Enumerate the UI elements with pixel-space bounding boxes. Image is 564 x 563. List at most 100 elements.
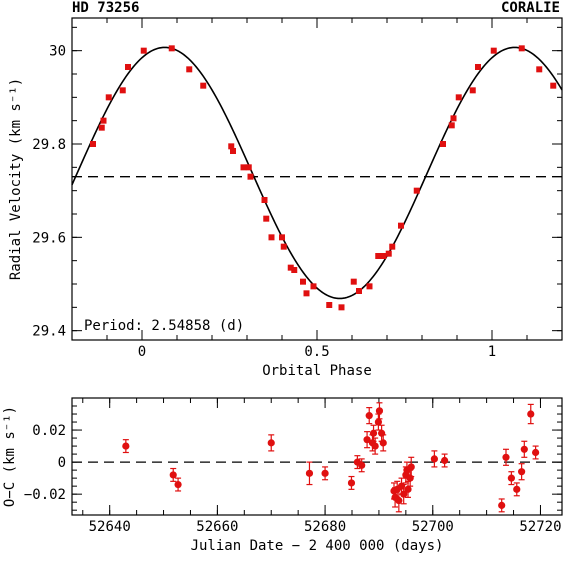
residual-data-point	[406, 474, 414, 482]
y-tick-label: 29.8	[32, 137, 66, 153]
y-tick-label: 0.02	[32, 423, 66, 439]
rv-data-point	[291, 267, 298, 273]
rv-data-point	[536, 66, 543, 73]
rv-data-point	[385, 250, 392, 257]
rv-data-point	[303, 290, 310, 297]
rv-data-point	[300, 278, 306, 285]
rv-data-point	[125, 64, 131, 70]
rv-data-point	[366, 283, 373, 290]
rv-data-point	[287, 264, 294, 271]
x-tick-label: 52660	[196, 519, 238, 535]
residuals-panel: 52640 52660 52680 52700 52720 −0.02 0 0.02 Julia…	[2, 397, 563, 554]
x-axis-label: Julian Date − 2 400 000 (days)	[191, 538, 444, 554]
y-tick-label: 29.4	[32, 324, 66, 340]
y-tick-label: 29.6	[32, 230, 66, 246]
residual-data-point	[520, 445, 528, 453]
orbit-model-curve	[71, 46, 563, 300]
rv-data-point	[168, 45, 175, 52]
residual-data-point	[267, 439, 275, 447]
plot-frame	[71, 397, 563, 516]
x-axis-label: Orbital Phase	[262, 363, 372, 379]
residual-data-point	[407, 463, 415, 471]
residual-data-point	[502, 453, 510, 461]
residual-data-point	[513, 485, 521, 493]
rv-data-point	[375, 253, 382, 259]
x-tick-label: 52720	[519, 519, 561, 535]
residual-data-point	[169, 471, 177, 479]
rv-data-point	[518, 45, 525, 52]
rv-data-point	[356, 288, 362, 294]
residual-data-point	[347, 479, 356, 487]
residual-data-point	[379, 439, 387, 447]
rv-data-point	[310, 283, 317, 290]
rv-data-point	[440, 141, 446, 147]
y-axis-label: Radial Velocity (km s⁻¹)	[8, 78, 24, 280]
residual-data-point	[532, 448, 540, 457]
residual-data-point	[122, 442, 130, 450]
plot-frame	[71, 17, 563, 341]
rv-data-point	[475, 64, 481, 70]
rv-data-point	[455, 94, 462, 101]
rv-data-point	[186, 66, 193, 73]
residual-data-point	[378, 429, 386, 437]
rv-data-point	[247, 173, 254, 180]
residual-data-point	[404, 485, 412, 493]
y-tick-label: 0	[58, 455, 66, 471]
rv-data-point	[350, 278, 357, 285]
residual-data-point	[374, 418, 382, 426]
rv-data-point	[200, 82, 207, 89]
rv-data-point	[140, 47, 147, 54]
rv-data-point	[398, 222, 404, 229]
residual-data-point	[518, 468, 526, 476]
residual-data-point	[400, 490, 408, 498]
residual-data-point	[430, 455, 438, 463]
rv-data-point	[413, 187, 420, 194]
rv-data-point	[98, 124, 105, 131]
residual-data-point	[365, 412, 373, 420]
rv-data-point	[230, 148, 236, 154]
rv-data-point	[263, 215, 270, 222]
rv-data-point	[261, 197, 268, 203]
rv-data-point	[100, 117, 107, 124]
y-tick-label: 30	[49, 44, 66, 60]
radial-velocity-panel: 0 0.5 1 29.4 29.6 29.8 30 Orbital Phase Radial V…	[8, 17, 563, 379]
residual-data-point	[305, 469, 314, 477]
rv-data-point	[448, 122, 455, 129]
x-tick-label: 0	[138, 344, 146, 360]
residual-data-point	[507, 474, 515, 482]
rv-data-point	[326, 302, 333, 308]
rv-data-point	[228, 143, 235, 150]
rv-data-point	[550, 82, 557, 89]
rv-data-point	[245, 164, 252, 171]
residual-data-point	[395, 496, 403, 505]
x-tick-label: 52640	[89, 519, 131, 535]
x-tick-label: 52700	[412, 519, 454, 535]
instrument-title: CORALIE	[501, 0, 560, 16]
residual-data-point	[441, 456, 449, 465]
x-tick-label: 52680	[304, 519, 346, 535]
residual-data-point	[375, 407, 384, 415]
residual-data-point	[363, 436, 371, 444]
rv-data-point	[389, 243, 396, 250]
x-tick-label: 0.5	[304, 344, 329, 360]
x-tick-label: 1	[488, 344, 496, 360]
residual-data-point	[369, 429, 378, 437]
rv-data-point	[268, 234, 275, 241]
rv-data-point	[90, 141, 96, 147]
residual-data-point	[527, 410, 535, 418]
y-tick-label: −0.02	[24, 487, 66, 503]
residual-data-point	[358, 461, 366, 469]
rv-data-point	[380, 253, 387, 259]
rv-data-point	[450, 115, 457, 122]
y-axis-label: O−C (km s⁻¹)	[2, 406, 18, 507]
residual-data-point	[371, 442, 379, 450]
rv-data-point	[119, 87, 126, 94]
residual-data-point	[321, 469, 329, 477]
target-title: HD 73256	[72, 0, 139, 16]
rv-data-point	[279, 234, 285, 241]
residual-data-point	[498, 501, 506, 509]
rv-data-point	[240, 164, 247, 171]
rv-data-point	[280, 243, 287, 250]
